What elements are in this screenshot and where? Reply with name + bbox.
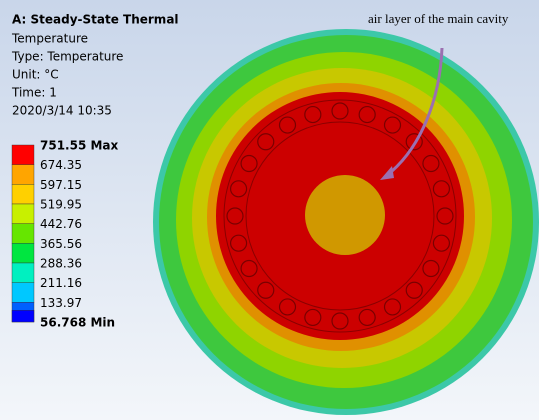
header-line: 2020/3/14 10:35	[12, 104, 112, 118]
legend-swatch	[12, 184, 34, 204]
header-line: Time: 1	[11, 86, 57, 100]
legend-swatch	[12, 243, 34, 263]
legend-swatch	[12, 263, 34, 283]
title: A: Steady-State Thermal	[12, 13, 179, 27]
legend: 751.55 Max 674.35 597.15 519.95 442.76 365.56…	[12, 139, 119, 330]
legend-label: 442.76	[40, 217, 82, 231]
annotation: air layer of the main cavity	[368, 11, 509, 26]
legend-label: 288.36	[40, 257, 82, 271]
viewport: A: Steady-State Thermal Temperature Type:…	[0, 0, 539, 420]
header-line: Temperature	[11, 32, 88, 46]
header-line: Type: Temperature	[11, 50, 123, 64]
legend-label: 365.56	[40, 237, 82, 251]
scene: A: Steady-State Thermal Temperature Type:…	[0, 0, 539, 420]
legend-label: 674.35	[40, 158, 82, 172]
disk	[153, 29, 539, 415]
legend-label: 597.15	[40, 178, 82, 192]
header-lines: Temperature Type: Temperature Unit: °C Time…	[11, 32, 123, 118]
legend-label: 211.16	[40, 276, 82, 290]
legend-swatch	[12, 165, 34, 185]
legend-label: 751.55 Max	[40, 139, 119, 153]
main-cavity	[305, 175, 385, 255]
legend-swatch	[12, 283, 34, 303]
legend-label: 133.97	[40, 296, 82, 310]
legend-label: 56.768 Min	[40, 316, 115, 330]
legend-swatch	[12, 224, 34, 244]
header-line: Unit: °C	[12, 68, 59, 82]
legend-swatch	[12, 204, 34, 224]
legend-label: 519.95	[40, 198, 82, 212]
legend-swatch	[12, 145, 34, 165]
legend-swatch	[12, 310, 34, 322]
